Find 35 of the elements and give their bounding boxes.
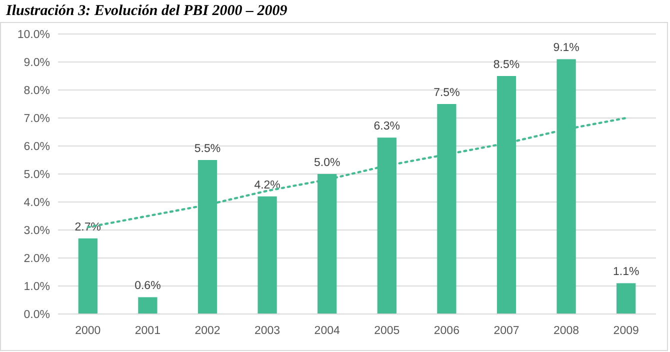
- data-label: 9.1%: [553, 42, 580, 54]
- chart-title: Ilustración 3: Evolución del PBI 2000 – 2009: [5, 3, 288, 19]
- y-tick-label: 5.0%: [24, 169, 50, 182]
- data-label: 5.5%: [194, 143, 221, 155]
- data-label: 1.1%: [612, 266, 640, 278]
- x-tick-label: 2002: [194, 325, 220, 337]
- y-tick-label: 4.0%: [24, 197, 50, 210]
- bar: [616, 283, 636, 314]
- y-tick-label: 0.0%: [24, 309, 50, 322]
- x-tick-label: 2007: [494, 325, 520, 337]
- bar: [138, 297, 158, 314]
- y-tick-label: 10.0%: [17, 29, 50, 42]
- data-label: 0.6%: [134, 280, 161, 292]
- bar: [78, 238, 98, 314]
- y-tick-label: 9.0%: [24, 57, 50, 70]
- data-label: 8.5%: [493, 59, 520, 71]
- y-tick-label: 2.0%: [24, 253, 50, 266]
- data-label: 7.5%: [434, 87, 460, 99]
- data-label: 5.0%: [314, 157, 340, 169]
- x-tick-label: 2001: [134, 325, 160, 337]
- x-tick-label: 2006: [434, 325, 460, 337]
- data-label: 6.3%: [374, 120, 400, 133]
- x-tick-label: 2004: [314, 325, 340, 337]
- y-tick-label: 3.0%: [24, 225, 50, 238]
- y-tick-label: 8.0%: [24, 85, 50, 98]
- y-tick-label: 7.0%: [24, 113, 50, 126]
- y-tick-label: 1.0%: [24, 281, 50, 294]
- y-tick-label: 6.0%: [24, 141, 50, 154]
- bar: [258, 196, 277, 314]
- x-tick-label: 2000: [75, 325, 101, 337]
- x-tick-label: 2008: [554, 325, 580, 337]
- x-tick-label: 2005: [374, 325, 400, 337]
- x-tick-label: 2003: [254, 325, 280, 337]
- x-tick-label: 2009: [613, 325, 639, 337]
- data-label: 4.2%: [254, 179, 280, 192]
